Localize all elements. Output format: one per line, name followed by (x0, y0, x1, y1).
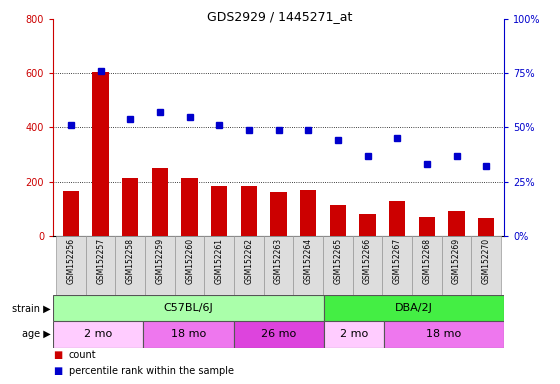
Bar (382, 236, 412, 295)
Text: 18 mo: 18 mo (426, 329, 461, 339)
Bar (143, 321, 234, 348)
Bar (270, 192, 287, 236)
Bar (330, 205, 346, 236)
Text: GSM152266: GSM152266 (363, 238, 372, 284)
Text: GSM152262: GSM152262 (245, 238, 254, 284)
Bar (241, 186, 257, 236)
Text: GDS2929 / 1445271_at: GDS2929 / 1445271_at (207, 10, 353, 23)
Bar (300, 190, 316, 236)
Bar (115, 236, 145, 295)
Text: GSM152264: GSM152264 (304, 238, 312, 284)
Text: 2 mo: 2 mo (84, 329, 113, 339)
Text: GSM152258: GSM152258 (126, 238, 135, 284)
Text: GSM152267: GSM152267 (393, 238, 402, 284)
Bar (211, 186, 227, 236)
Bar (92, 72, 109, 236)
Bar (63, 191, 79, 236)
Text: GSM152259: GSM152259 (156, 238, 165, 284)
Text: GSM152256: GSM152256 (67, 238, 76, 284)
Text: GSM152257: GSM152257 (96, 238, 105, 284)
Bar (384, 321, 504, 348)
Text: GSM152265: GSM152265 (333, 238, 342, 284)
Text: 18 mo: 18 mo (171, 329, 206, 339)
Bar (323, 236, 353, 295)
Bar (478, 218, 494, 236)
Text: GSM152270: GSM152270 (482, 238, 491, 284)
Text: GSM152269: GSM152269 (452, 238, 461, 284)
Bar (442, 236, 472, 295)
Text: GSM152268: GSM152268 (422, 238, 431, 284)
Text: 2 mo: 2 mo (339, 329, 368, 339)
Bar (324, 295, 504, 321)
Text: percentile rank within the sample: percentile rank within the sample (69, 366, 234, 376)
Bar (56, 236, 86, 295)
Bar (181, 177, 198, 236)
Bar (145, 236, 175, 295)
Bar (53, 321, 143, 348)
Bar (293, 236, 323, 295)
Bar (360, 214, 376, 236)
Text: GSM152263: GSM152263 (274, 238, 283, 284)
Bar (86, 236, 115, 295)
Bar (204, 236, 234, 295)
Bar (53, 295, 324, 321)
Bar (389, 200, 405, 236)
Bar (264, 236, 293, 295)
Bar (234, 236, 264, 295)
Text: GSM152261: GSM152261 (215, 238, 224, 284)
Text: 26 mo: 26 mo (261, 329, 296, 339)
Bar (449, 212, 465, 236)
Bar (122, 177, 138, 236)
Text: GSM152260: GSM152260 (185, 238, 194, 284)
Bar (419, 217, 435, 236)
Bar (412, 236, 442, 295)
Text: ■: ■ (53, 350, 63, 360)
Bar (152, 168, 168, 236)
Bar (175, 236, 204, 295)
Text: strain ▶: strain ▶ (12, 303, 50, 313)
Text: DBA/2J: DBA/2J (395, 303, 433, 313)
Text: C57BL/6J: C57BL/6J (164, 303, 213, 313)
Text: count: count (69, 350, 96, 360)
Bar (324, 321, 384, 348)
Bar (472, 236, 501, 295)
Bar (234, 321, 324, 348)
Text: ■: ■ (53, 366, 63, 376)
Text: age ▶: age ▶ (22, 329, 50, 339)
Bar (353, 236, 382, 295)
